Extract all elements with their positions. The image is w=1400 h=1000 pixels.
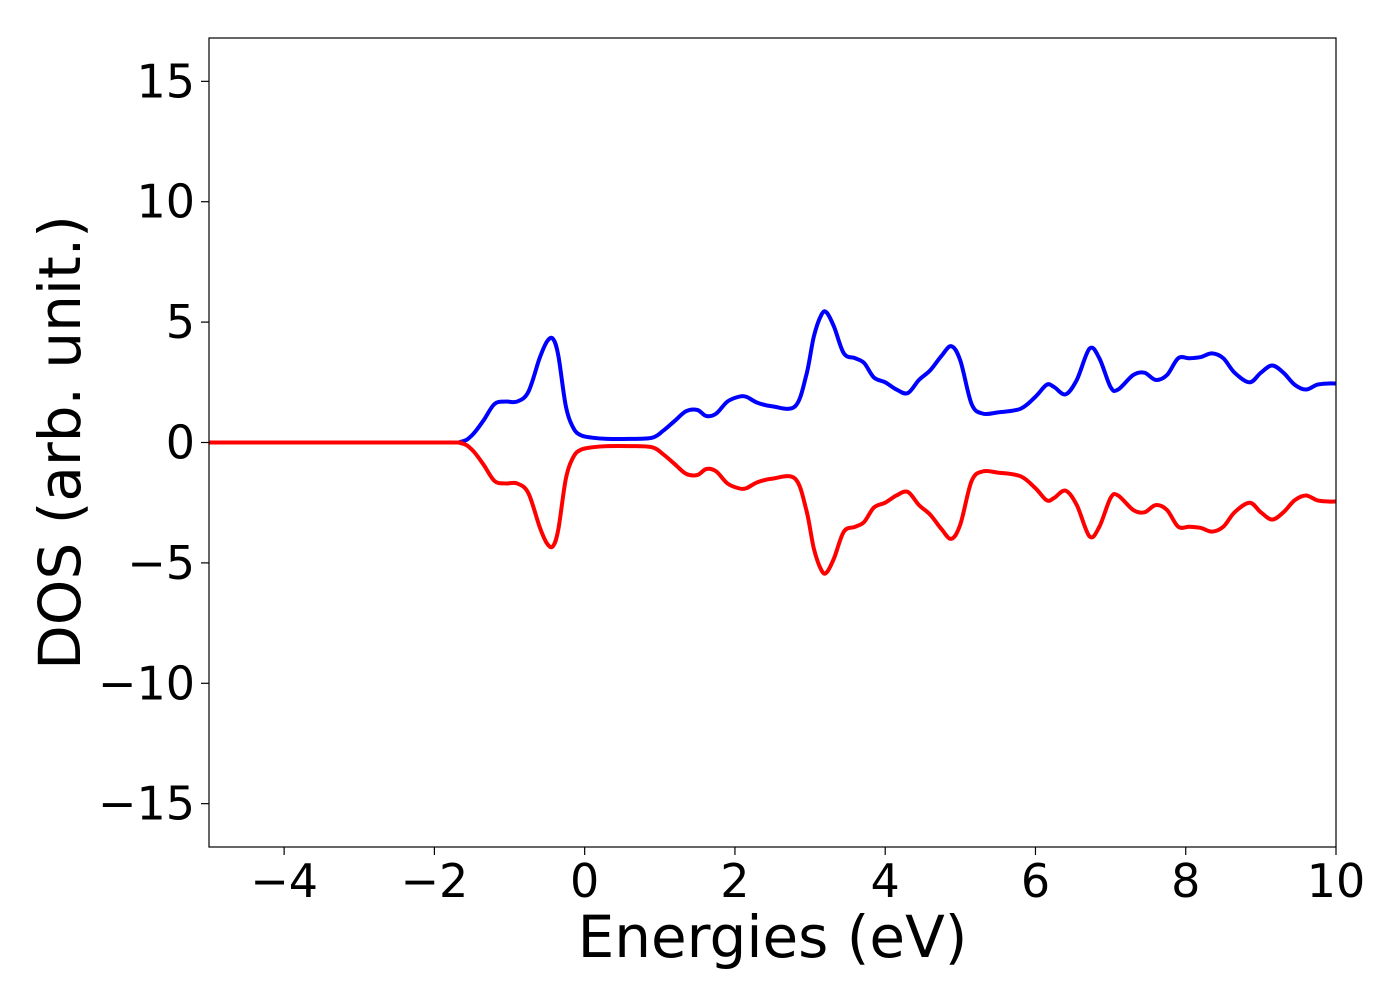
x-tick-label: 2: [720, 854, 749, 908]
y-tick-label: 10: [136, 175, 195, 229]
y-tick-label: −10: [98, 656, 195, 710]
x-axis-title: Energies (eV): [578, 903, 968, 971]
y-axis-title: DOS (arb. unit.): [26, 215, 94, 670]
y-tick-label: 5: [166, 295, 195, 349]
y-axis: 15 10 5 0 −5 −10 −15: [98, 54, 209, 831]
y-tick-label: −5: [127, 536, 195, 590]
y-tick-label: 15: [136, 54, 195, 108]
x-axis: −4 −2 0 2 4 6 8 10: [250, 847, 1365, 908]
x-tick-label: −4: [250, 854, 318, 908]
y-tick-label: −15: [98, 777, 195, 831]
x-tick-label: 6: [1021, 854, 1050, 908]
series-line-spin-down: [209, 440, 1336, 576]
x-tick-label: 0: [570, 854, 599, 908]
x-tick-label: 4: [871, 854, 900, 908]
series-line-spin-up: [209, 309, 1336, 445]
y-tick-label: 0: [166, 416, 195, 470]
series-layer: [209, 309, 1336, 576]
x-tick-label: 10: [1307, 854, 1366, 908]
x-tick-label: −2: [400, 854, 468, 908]
x-tick-label: 8: [1171, 854, 1200, 908]
